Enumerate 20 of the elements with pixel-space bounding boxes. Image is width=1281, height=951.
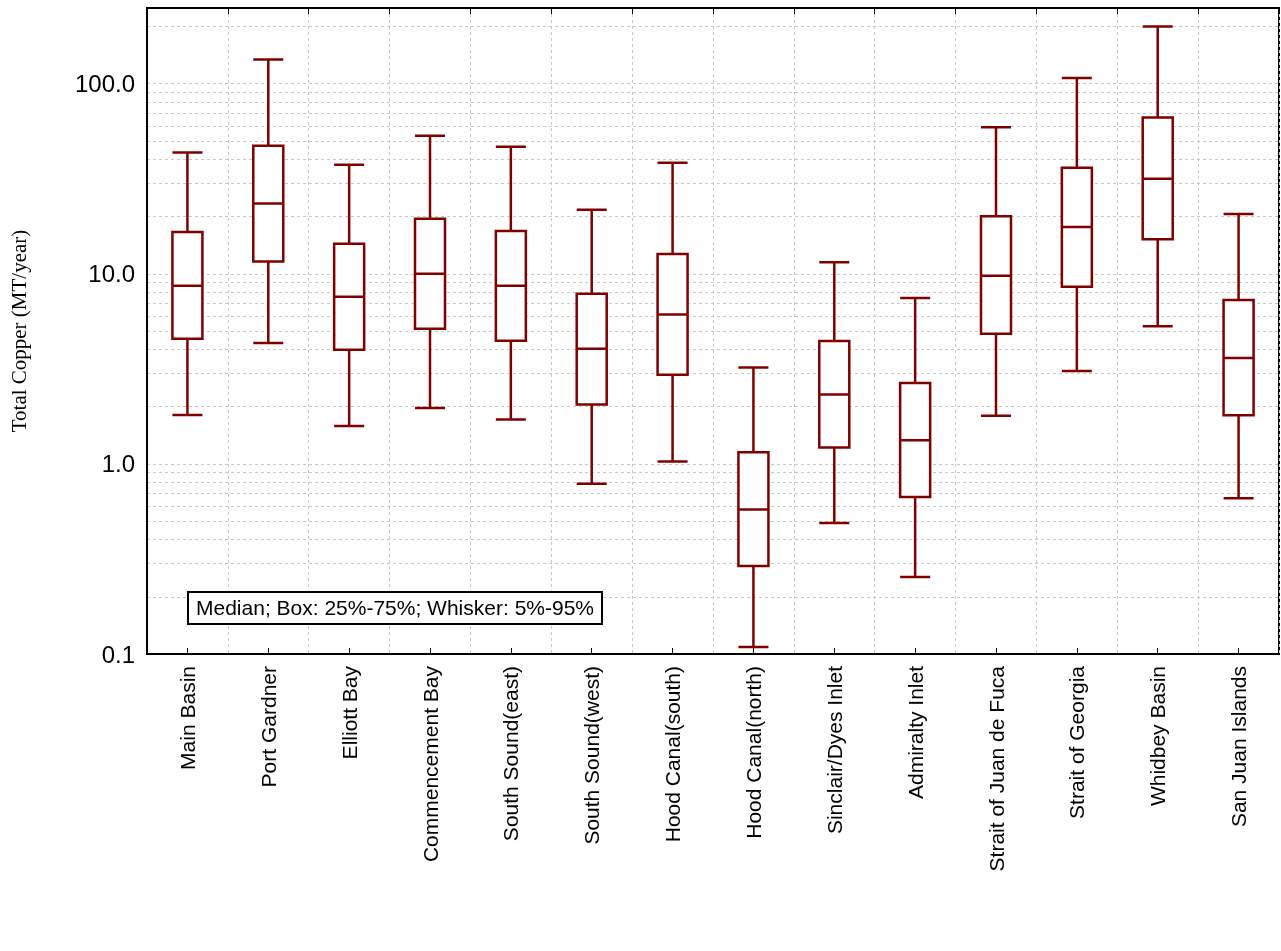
x-tick-label: South Sound(east): [499, 666, 523, 842]
y-tick-label: 10.0: [88, 260, 135, 288]
x-tick-label: Commencement Bay: [418, 665, 442, 863]
annotation: Median; Box: 25%-75%; Whisker: 5%-95%: [187, 591, 604, 625]
x-tick-label: Sinclair/Dyes Inlet: [822, 665, 846, 835]
y-tick-label: 1.0: [101, 450, 135, 478]
x-tick-label: Hood Canal(north): [741, 666, 765, 839]
x-tick-label: Port Gardner: [256, 666, 280, 788]
x-tick-label: Strait of Georgia: [1065, 665, 1089, 819]
y-tick-label: 100.0: [74, 70, 135, 98]
x-tick-label: San Juan Islands: [1227, 666, 1251, 828]
x-tick-label: South Sound(west): [580, 666, 604, 845]
x-tick-label: Main Basin: [175, 666, 199, 770]
y-axis-title: Total Copper (MT/year): [6, 229, 31, 433]
x-tick-label: Hood Canal(south): [661, 666, 685, 843]
x-tick-label: Admiralty Inlet: [903, 665, 927, 800]
y-tick-label: 0.1: [101, 640, 135, 668]
x-tick-label: Whidbey Basin: [1146, 666, 1170, 807]
x-tick-label: Strait of Juan de Fuca: [984, 665, 1008, 872]
x-tick-label: Elliott Bay: [337, 665, 361, 760]
